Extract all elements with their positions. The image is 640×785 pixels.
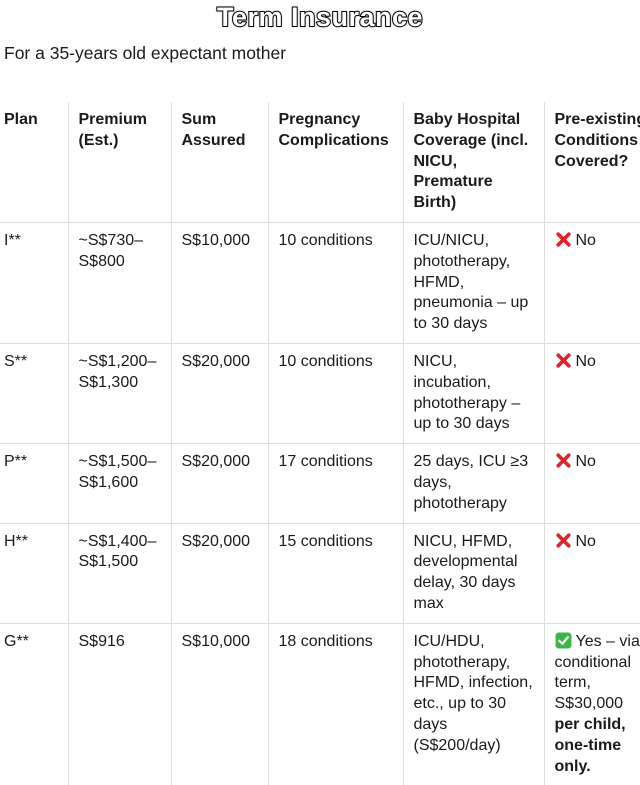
column-header: Pre-existing Conditions Covered? [543, 102, 640, 223]
cell-text: S$916 [78, 632, 125, 650]
cell-text: 18 conditions [278, 632, 373, 650]
table-cell: NICU, HFMD, developmental delay, 30 days… [402, 522, 544, 624]
table-cell: 17 conditions [267, 443, 403, 524]
table-cell: Yes – via conditional term, S$30,000 per… [543, 622, 640, 785]
table-cell: No [543, 443, 640, 524]
table-cell: ICU/HDU, phototherapy, HFMD, infection, … [402, 622, 544, 785]
table-cell: 25 days, ICU ≥3 days, phototherapy [402, 443, 544, 524]
table-cell: No [543, 221, 640, 344]
cell-text: S$20,000 [181, 453, 251, 471]
table-cell: G** [0, 622, 68, 785]
table-cell: P** [0, 443, 68, 524]
table-cell: 10 conditions [267, 221, 403, 344]
check-icon [555, 632, 571, 649]
cell-text: P** [4, 453, 28, 471]
cross-icon [555, 232, 571, 247]
table-cell: ~S$1,200–S$1,300 [67, 342, 171, 444]
cell-text: ~S$1,200–S$1,300 [78, 352, 157, 391]
cell-text: ~S$1,500–S$1,600 [78, 453, 157, 491]
cell-text: S$10,000 [181, 632, 251, 650]
cell-text: 17 conditions [278, 453, 373, 471]
table-cell: S** [0, 342, 68, 444]
subtitle: For a 35-years old expectant mother [4, 43, 287, 63]
table-row: H** ~S$1,400–S$1,500 S$20,000 15 conditions… [0, 522, 640, 624]
table-cell: No [543, 342, 640, 444]
cell-text: G** [4, 632, 29, 650]
cell-text: Yes – via conditional term, S$30,000 [554, 632, 640, 713]
column-header: Sum Assured [170, 102, 268, 223]
cell-text: S** [4, 352, 28, 370]
table-cell: S$10,000 [170, 622, 268, 785]
table-row: P** ~S$1,500–S$1,600 S$20,000 17 conditions… [0, 443, 640, 524]
table-cell: I** [0, 221, 68, 344]
cell-text: 10 conditions [278, 352, 373, 370]
cross-icon [555, 353, 571, 368]
cell-text: 15 conditions [278, 532, 373, 550]
table-cell: No [543, 522, 640, 624]
cell-text: ICU/NICU, phototherapy, HFMD, pneumonia … [413, 231, 529, 333]
table-cell: S$20,000 [170, 342, 268, 444]
cell-text: S$20,000 [181, 352, 251, 370]
cell-text: H** [4, 532, 29, 550]
cell-text: 25 days, ICU ≥3 days, phototherapy [413, 453, 529, 512]
table-cell: 18 conditions [267, 622, 403, 785]
table-cell: S$20,000 [170, 443, 268, 524]
cell-text: I** [4, 231, 21, 249]
cell-text: ~S$1,400–S$1,500 [78, 532, 157, 571]
table-cell: ~S$730–S$800 [67, 221, 171, 344]
table-cell: ~S$1,400–S$1,500 [67, 522, 171, 624]
table-cell: S$916 [67, 622, 171, 785]
column-header: Plan [4, 111, 38, 128]
table-cell: 15 conditions [267, 522, 403, 624]
cell-text: ~S$730–S$800 [78, 231, 144, 270]
cross-icon [555, 532, 571, 548]
column-header: Baby Hospital Coverage (incl. NICU, Prem… [402, 102, 544, 223]
cell-text-bold: per child, one-time only. [554, 715, 626, 775]
table-cell: NICU, incubation, phototherapy – up to 3… [402, 342, 544, 444]
column-header: Pregnancy Complications [267, 102, 403, 223]
column-header: Premium (Est.) [67, 102, 171, 223]
cell-text: NICU, HFMD, developmental delay, 30 days… [413, 532, 518, 612]
comparison-table: Plan Premium (Est.) Sum Assured Pregnancy C… [0, 102, 640, 785]
cell-text: No [575, 352, 596, 370]
cell-text: No [575, 532, 596, 550]
cell-text: ICU/HDU, phototherapy, HFMD, infection, … [413, 632, 533, 754]
cross-icon [555, 453, 571, 468]
table-cell: ICU/NICU, phototherapy, HFMD, pneumonia … [402, 221, 544, 344]
cell-text: No [575, 453, 596, 471]
cell-text: S$10,000 [181, 231, 251, 249]
table-cell: S$20,000 [170, 522, 268, 624]
table-cell: H** [0, 522, 68, 624]
table-cell: 10 conditions [267, 342, 403, 444]
header-row: Plan Premium (Est.) Sum Assured Pregnancy C… [0, 102, 640, 223]
table-row: G** S$916 S$10,000 18 conditions ICU/HDU, ph… [0, 622, 640, 785]
title: Term Insurance [216, 1, 424, 33]
cell-text: S$20,000 [181, 532, 251, 550]
table-row: S** ~S$1,200–S$1,300 S$20,000 10 conditions… [0, 342, 640, 444]
table-cell: ~S$1,500–S$1,600 [67, 443, 171, 524]
cell-text: 10 conditions [278, 231, 373, 249]
table-cell: S$10,000 [170, 221, 268, 344]
table-row: I** ~S$730–S$800 S$10,000 10 conditions ICU/… [0, 221, 640, 344]
cell-text: NICU, incubation, phototherapy – up to 3… [413, 352, 521, 433]
cell-text: No [575, 231, 596, 249]
